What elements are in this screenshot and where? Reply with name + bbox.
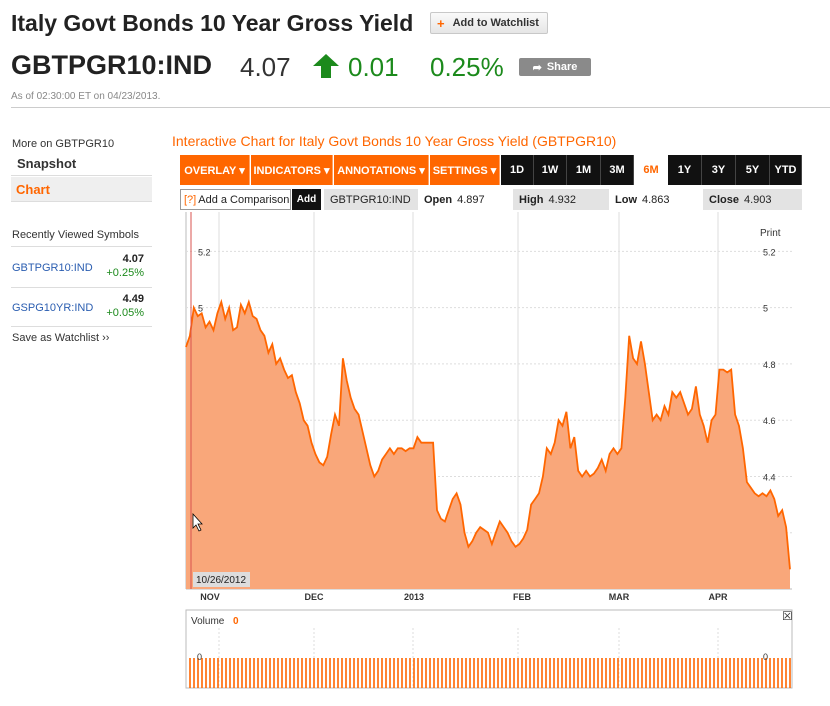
x-tick-label: DEC (304, 592, 324, 602)
x-tick-label: FEB (513, 592, 532, 602)
as-of-timestamp: As of 02:30:00 ET on 04/23/2013. (11, 91, 161, 102)
divider (11, 326, 152, 327)
comparison-placeholder: Add a Comparison (198, 193, 290, 206)
chart-title: Interactive Chart for Italy Govt Bonds 1… (172, 133, 617, 149)
recent-symbol-change: +0.05% (106, 307, 144, 319)
high-label: High (519, 193, 544, 206)
open-stat: Open 4.897 (418, 189, 512, 210)
x-tick-label: 2013 (404, 592, 424, 602)
price-area-fill (186, 302, 790, 589)
open-label: Open (424, 193, 453, 206)
recent-symbol-link[interactable]: GSPG10YR:IND (12, 302, 94, 314)
price-value: 4.07 (240, 52, 291, 82)
range-1d[interactable]: 1D (501, 155, 534, 185)
share-icon: ➦ (532, 61, 542, 74)
y-tick-label-right: 4.4 (763, 472, 776, 482)
help-hint[interactable]: [?] (184, 193, 197, 206)
mouse-pointer-icon (192, 512, 203, 532)
y-tick-label-right: 5.2 (763, 247, 776, 257)
volume-value: 0 (233, 616, 239, 627)
high-stat: High 4.932 (513, 189, 609, 210)
range-1m[interactable]: 1M (567, 155, 601, 185)
cursor-date-box (193, 572, 250, 587)
volume-axis-label-right: 0 (763, 652, 768, 662)
y-tick-label-left: 5.2 (198, 247, 211, 257)
volume-axis-label-left: 0 (197, 652, 202, 662)
print-link[interactable]: Print (760, 228, 781, 239)
sidebar-item-chart[interactable]: Chart (11, 177, 152, 202)
range-3m[interactable]: 3M (601, 155, 634, 185)
close-value: 4.903 (743, 193, 772, 206)
annotations-menu[interactable]: ANNOTATIONS ▾ (334, 155, 429, 185)
share-button[interactable]: ➦ Share (519, 58, 591, 76)
change-percent: 0.25% (430, 52, 504, 82)
close-volume-icon[interactable]: ☒ (782, 609, 793, 623)
range-3y[interactable]: 3Y (702, 155, 736, 185)
add-to-watchlist-label: Add to Watchlist (452, 17, 539, 29)
header-divider (11, 107, 830, 108)
change-value: 0.01 (348, 52, 399, 82)
chart-symbol: GBTPGR10:IND (324, 189, 418, 210)
recent-symbol-change: +0.25% (106, 267, 144, 279)
range-5y[interactable]: 5Y (736, 155, 770, 185)
open-value: 4.897 (457, 193, 485, 206)
low-value: 4.863 (642, 193, 670, 206)
low-stat: Low 4.863 (609, 189, 703, 210)
range-1y[interactable]: 1Y (668, 155, 702, 185)
divider (11, 246, 152, 247)
cursor-date-label: 10/26/2012 (196, 575, 246, 586)
recent-symbol-price: 4.07 (122, 253, 144, 265)
ticker-symbol: GBTPGR10:IND (11, 50, 213, 80)
add-to-watchlist-button[interactable]: + Add to Watchlist (430, 12, 548, 34)
y-tick-label-left: 5 (198, 304, 203, 314)
y-tick-label-right: 4.6 (763, 416, 776, 426)
volume-panel (185, 609, 793, 689)
y-tick-label-right: 5 (763, 304, 768, 314)
recent-symbol-link[interactable]: GBTPGR10:IND (12, 262, 93, 274)
plus-icon: + (437, 15, 445, 31)
overlay-menu[interactable]: OVERLAY ▾ (180, 155, 250, 185)
recent-symbol-price: 4.49 (122, 293, 144, 305)
range-ytd[interactable]: YTD (770, 155, 802, 185)
sidebar-item-snapshot[interactable]: Snapshot (11, 151, 152, 176)
x-tick-label: MAR (609, 592, 630, 602)
y-tick-label-right: 4.8 (763, 360, 776, 370)
recent-symbol-row[interactable]: GBTPGR10:IND 4.07 +0.25% (11, 249, 152, 287)
recently-viewed-heading: Recently Viewed Symbols (12, 229, 139, 241)
close-label: Close (709, 193, 739, 206)
recent-symbol-row[interactable]: GSPG10YR:IND 4.49 +0.05% (11, 289, 152, 327)
add-comparison-button[interactable]: Add (292, 189, 321, 210)
volume-label: Volume (191, 616, 225, 627)
settings-menu[interactable]: SETTINGS ▾ (430, 155, 500, 185)
close-stat: Close 4.903 (703, 189, 802, 210)
more-on-heading: More on GBTPGR10 (12, 138, 115, 150)
share-label: Share (546, 61, 578, 73)
range-1w[interactable]: 1W (534, 155, 567, 185)
range-6m[interactable]: 6M (634, 155, 668, 185)
high-value: 4.932 (548, 193, 576, 206)
price-line (185, 298, 791, 570)
divider (11, 287, 152, 288)
comparison-input[interactable]: [?] Add a Comparison (180, 189, 291, 210)
page-title: Italy Govt Bonds 10 Year Gross Yield (11, 10, 414, 36)
x-tick-label: APR (708, 592, 728, 602)
x-tick-label: NOV (200, 592, 220, 602)
indicators-menu[interactable]: INDICATORS ▾ (251, 155, 333, 185)
low-label: Low (615, 193, 637, 206)
save-as-watchlist-link[interactable]: Save as Watchlist ›› (12, 332, 110, 344)
up-arrow-icon (313, 54, 339, 78)
